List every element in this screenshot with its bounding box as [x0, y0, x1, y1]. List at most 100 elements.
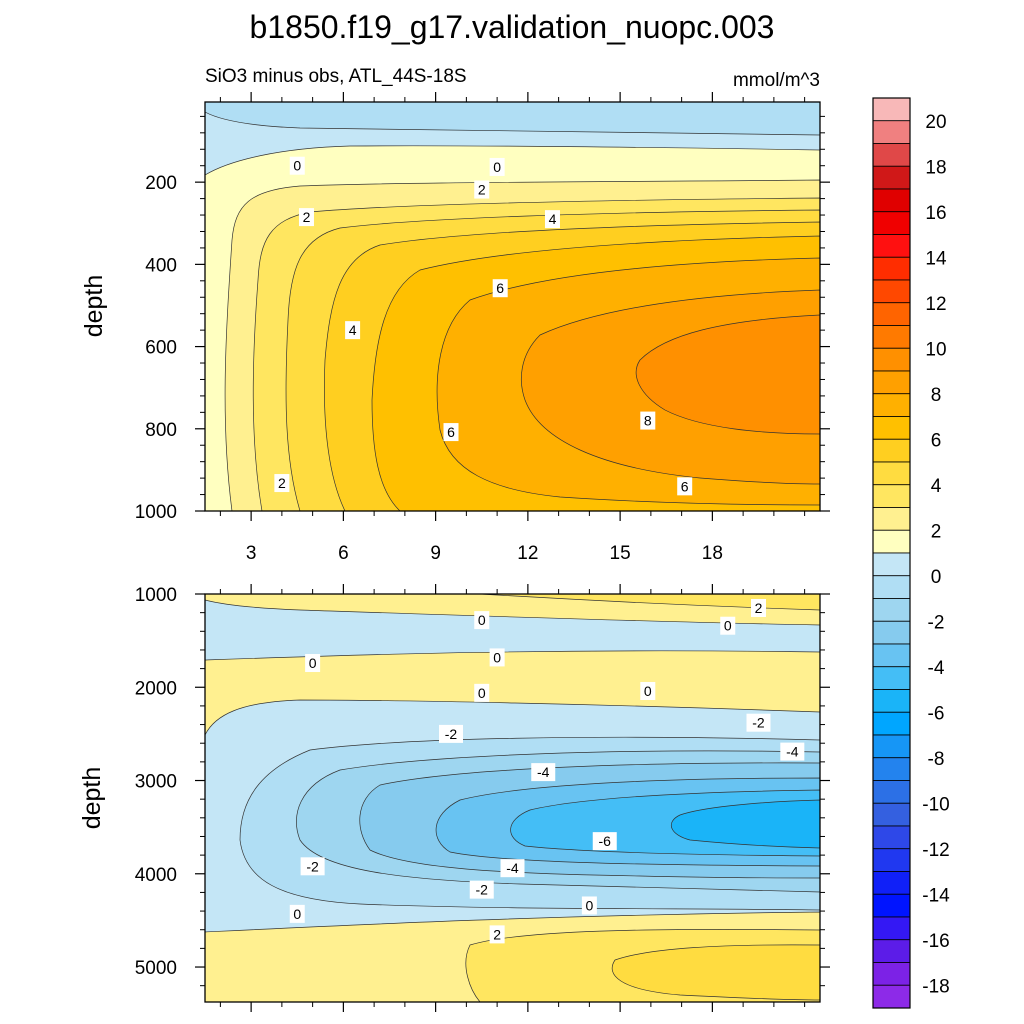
contour-label-bg	[474, 180, 490, 199]
lower-panel-frame	[204, 593, 821, 1003]
contour-label: 0	[478, 685, 486, 701]
contour-label: 6	[496, 280, 504, 296]
colorbar-swatch	[872, 871, 911, 895]
colorbar-label: 2	[931, 521, 942, 542]
contour-label: 0	[478, 612, 486, 628]
colorbar-swatch	[872, 507, 911, 531]
upper-axis-labels: 3 6 9 12 15 18 200 400 600 800 1000	[135, 173, 723, 564]
colorbar-swatch	[872, 916, 911, 941]
contour-label-bg	[751, 598, 766, 617]
lower-y-tick-label: 3000	[135, 772, 177, 793]
colorbar-swatch	[872, 97, 911, 122]
contour-label-bg	[720, 616, 736, 635]
colorbar-swatch	[872, 256, 911, 281]
contour-label-bg	[439, 724, 463, 743]
contour-label-bg	[345, 321, 361, 340]
contour-label-bg	[746, 713, 771, 732]
lower-axis-labels: 1000 2000 3000 4000 5000	[135, 585, 177, 979]
contour-label-bg	[289, 156, 305, 175]
contour-label-bg	[274, 474, 290, 493]
colorbar-swatch	[872, 188, 911, 213]
colorbar-label: 20	[925, 112, 946, 133]
colorbar-swatch	[872, 802, 911, 827]
lower-band-mid-pos	[205, 650, 820, 736]
contour-label-bg	[289, 904, 305, 923]
colorbar-swatch	[872, 893, 911, 918]
units-label: mmol/m^3	[733, 70, 820, 91]
colorbar-label: -18	[922, 976, 949, 997]
colorbar-swatch	[872, 825, 911, 850]
colorbar-swatch	[872, 552, 911, 577]
colorbar-swatch	[872, 120, 911, 144]
upper-x-tick-label: 6	[338, 543, 349, 564]
colorbar-label: 4	[931, 476, 942, 497]
contour-label: 2	[478, 182, 486, 198]
contour-label: -4	[506, 860, 519, 876]
lower-band-top-pos2	[479, 594, 820, 611]
lower-y-tick-label: 2000	[135, 678, 177, 699]
contour-label: 0	[493, 159, 501, 175]
upper-contour-fills	[205, 102, 820, 511]
contour-label-bg	[489, 925, 505, 944]
lower-y-tick-label: 1000	[135, 585, 177, 606]
upper-band-7	[635, 314, 820, 435]
colorbar-label: 6	[931, 430, 942, 451]
contour-label: 2	[278, 475, 286, 491]
colorbar-swatch	[872, 757, 911, 781]
contour-label: -2	[445, 726, 458, 742]
colorbar-label: 0	[931, 567, 942, 588]
contour-label: 8	[644, 413, 652, 429]
colorbar-swatch	[872, 279, 911, 304]
colorbar-swatch	[872, 302, 911, 326]
contour-label: 0	[293, 906, 301, 922]
colorbar-label: -20	[922, 1022, 949, 1024]
colorbar-swatch	[872, 461, 911, 486]
contour-label: 0	[493, 649, 501, 665]
colorbar-swatch	[872, 666, 911, 690]
contour-label: 2	[303, 209, 311, 225]
contour-label-bg	[500, 859, 525, 878]
lower-tick-marks	[195, 584, 830, 1012]
contour-label: -2	[306, 858, 319, 874]
contour-label-bg	[640, 411, 656, 430]
contour-label-bg	[640, 681, 656, 700]
upper-x-tick-label: 18	[702, 543, 723, 564]
contour-label: -2	[752, 715, 765, 731]
contour-label: 0	[309, 655, 317, 671]
colorbar-swatch	[872, 165, 911, 190]
colorbar-swatch	[872, 416, 911, 440]
contour-label: -4	[537, 764, 550, 780]
colorbar-label: 14	[925, 248, 947, 269]
colorbar-label: -8	[928, 749, 945, 770]
colorbar-swatch	[872, 598, 911, 622]
colorbar-label: 18	[925, 157, 946, 178]
colorbar-swatch	[872, 234, 911, 258]
contour-label: 4	[349, 322, 357, 338]
colorbar-label: -6	[928, 703, 945, 724]
colorbar-label: -16	[922, 931, 949, 952]
contour-label-bg	[474, 611, 490, 630]
contour-label-bg	[544, 210, 560, 229]
contour-label-bg	[780, 742, 805, 761]
colorbar-swatch	[872, 689, 911, 713]
colorbar-label: 12	[925, 294, 946, 315]
colorbar-swatch	[872, 620, 911, 645]
colorbar-frame	[872, 97, 911, 1009]
upper-x-tick-label: 9	[430, 543, 441, 564]
colorbar-swatch	[872, 711, 911, 736]
contour-label: 2	[493, 926, 501, 942]
lower-y-tick-label: 5000	[135, 958, 177, 979]
contour-label-bg	[305, 654, 321, 673]
contour-label: 2	[755, 600, 763, 616]
contour-label: 0	[293, 158, 301, 174]
contour-label-bg	[489, 648, 505, 667]
upper-tick-marks	[195, 92, 830, 521]
contour-label-bg	[298, 208, 314, 227]
colorbar-swatch	[872, 370, 911, 395]
colorbar-label: 16	[925, 203, 946, 224]
lower-contour-fills	[205, 594, 820, 1002]
colorbar-swatch	[872, 984, 911, 1009]
contour-label-bg	[531, 763, 556, 782]
